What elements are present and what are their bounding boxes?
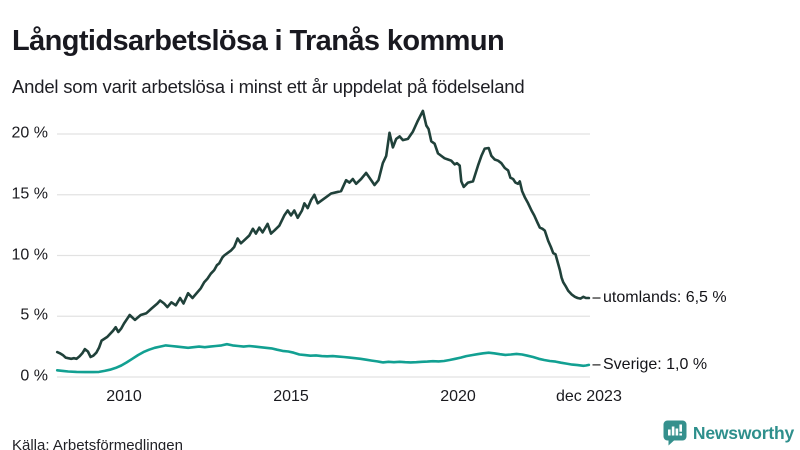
x-axis-tick-label: 2015 bbox=[273, 388, 309, 405]
y-axis-tick-label: 20 % bbox=[11, 124, 48, 142]
x-axis-tick-label: dec 2023 bbox=[556, 388, 622, 405]
chart-subtitle: Andel som varit arbetslösa i minst ett å… bbox=[12, 75, 525, 97]
source-note: Källa: Arbetsförmedlingen bbox=[12, 437, 183, 450]
series-line-utomlands bbox=[55, 109, 591, 361]
y-axis-tick-label: 5 % bbox=[20, 306, 48, 324]
y-axis-tick-label: 15 % bbox=[11, 185, 48, 203]
x-axis-tick-label: 2020 bbox=[440, 388, 476, 405]
page-title: Långtidsarbetslösa i Tranås kommun bbox=[12, 25, 505, 58]
series-label-sverige: Sverige: 1,0 % bbox=[603, 355, 708, 373]
y-axis-tick-label: 10 % bbox=[11, 246, 48, 264]
x-axis-tick-label: 2010 bbox=[106, 388, 142, 405]
series-label-utomlands: utomlands: 6,5 % bbox=[603, 289, 727, 307]
newsworthy-logo-icon bbox=[663, 420, 687, 446]
brand-name: Newsworthy bbox=[692, 422, 794, 443]
series-line-sverige bbox=[55, 342, 591, 374]
brand-logo: Newsworthy bbox=[663, 420, 794, 446]
y-axis-tick-label: 0 % bbox=[20, 367, 48, 385]
